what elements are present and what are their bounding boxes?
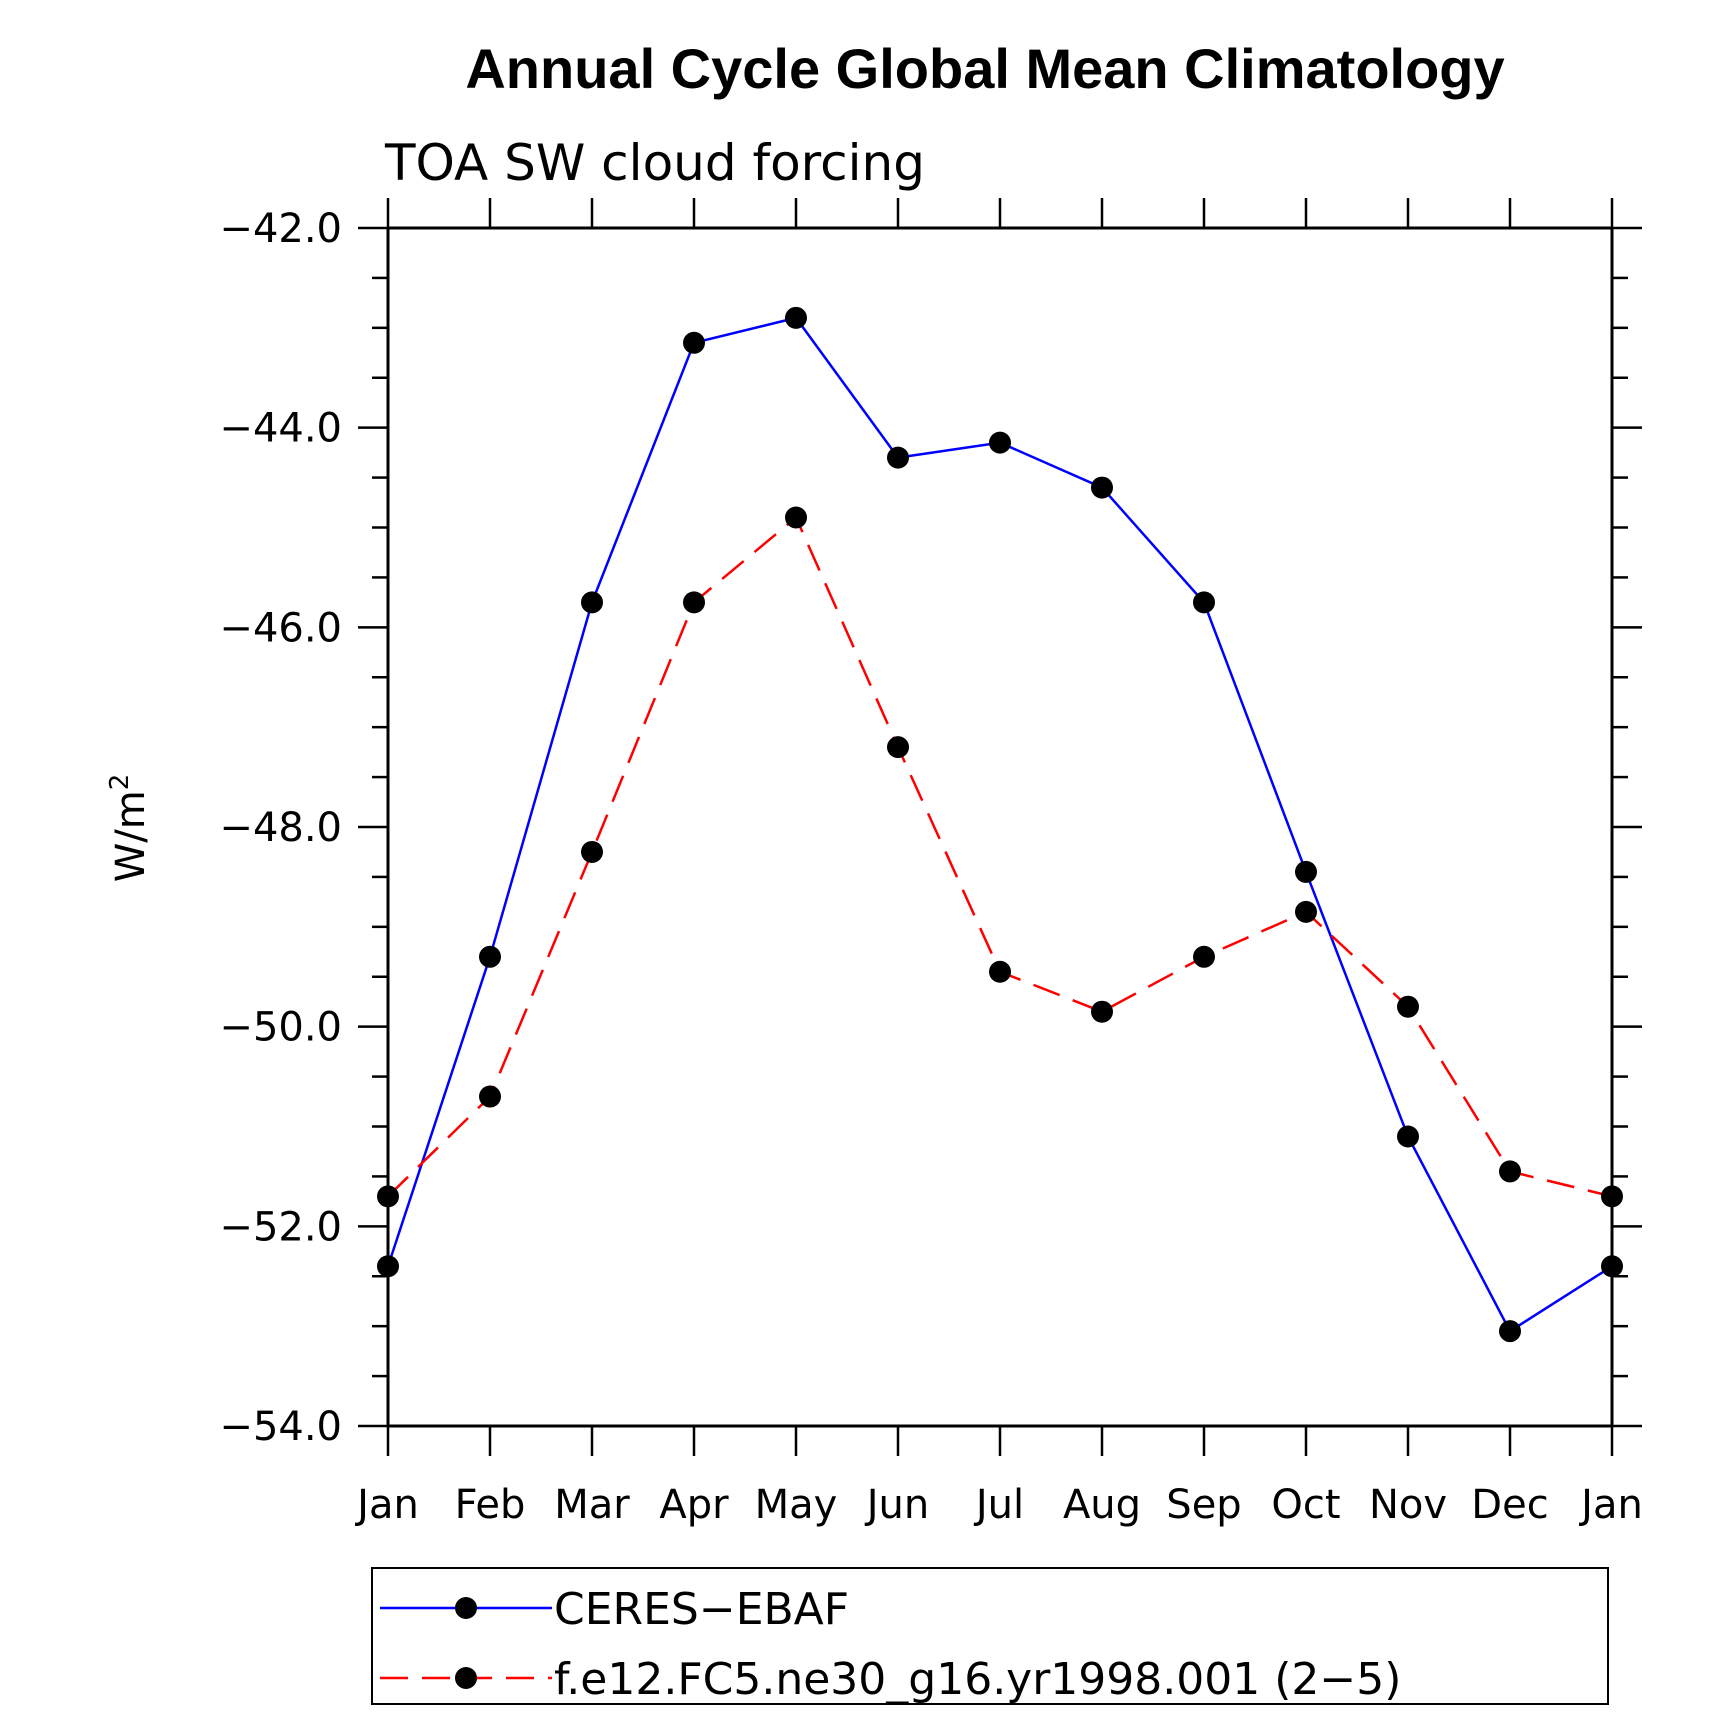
- chart-subtitle: TOA SW cloud forcing: [384, 134, 925, 192]
- x-tick-label: Jun: [864, 1482, 930, 1528]
- series-line-1: [386, 316, 1613, 1333]
- x-tick-label: Sep: [1166, 1482, 1241, 1528]
- series-2-point: [479, 1085, 501, 1108]
- y-axis-label-text: W/m: [108, 790, 154, 882]
- series-2-point: [683, 591, 705, 614]
- series-1-point: [887, 446, 909, 469]
- series-2-point: [1397, 995, 1419, 1018]
- series-2-point: [1091, 1000, 1113, 1023]
- chart-title: Annual Cycle Global Mean Climatology: [465, 37, 1504, 100]
- x-tick-label: Nov: [1369, 1482, 1447, 1528]
- x-tick-label: Jan: [354, 1482, 419, 1528]
- y-tick-label: −50.0: [219, 1005, 342, 1051]
- y-tick-label: −44.0: [219, 406, 342, 452]
- series-group: [377, 306, 1623, 1343]
- y-tick-labels: −42.0 −44.0 −46.0 −48.0 −50.0 −52.0 −54.0: [219, 206, 342, 1450]
- x-tick-label: Dec: [1471, 1482, 1548, 1528]
- y-tick-label: −48.0: [219, 805, 342, 851]
- x-tick-label: Aug: [1063, 1482, 1141, 1528]
- x-tick-label: May: [755, 1482, 838, 1528]
- legend-label-1: CERES−EBAF: [554, 1584, 849, 1635]
- plot-axes: [358, 198, 1642, 1456]
- legend-marker-2: [455, 1667, 477, 1689]
- series-2-point: [887, 736, 909, 759]
- x-tick-label: Jan: [1578, 1482, 1643, 1528]
- series-1-point: [1499, 1320, 1521, 1343]
- series-1-point: [1397, 1125, 1419, 1148]
- y-axis-label-superscript: 2: [105, 774, 135, 791]
- y-tick-label: −42.0: [219, 206, 342, 252]
- series-1-point: [479, 945, 501, 968]
- y-tick-label: −54.0: [219, 1404, 342, 1450]
- series-1-point: [581, 591, 603, 614]
- x-tick-labels: Jan Feb Mar Apr May Jun Jul Aug Sep Oct Nov Dec Jan: [354, 1482, 1643, 1528]
- series-2-point: [377, 1185, 399, 1208]
- x-tick-label: Feb: [455, 1482, 526, 1528]
- x-tick-label: Apr: [659, 1482, 729, 1528]
- x-tick-label: Jul: [973, 1482, 1024, 1528]
- x-tick-label: Oct: [1271, 1482, 1340, 1528]
- series-line-2: [387, 515, 1613, 1198]
- legend: CERES−EBAF f.e12.FC5.ne30_g16.yr1998.001 …: [371, 1567, 1609, 1705]
- y-axis-label: W/m2: [105, 774, 154, 883]
- series-1-point: [683, 331, 705, 354]
- series-1-point: [989, 431, 1011, 454]
- series-2-point: [989, 960, 1011, 983]
- series-1-point: [1601, 1255, 1623, 1278]
- legend-box: [371, 1567, 1609, 1705]
- series-1-point: [785, 306, 807, 329]
- series-2-point: [1601, 1185, 1623, 1208]
- series-2-point: [785, 506, 807, 529]
- series-2-point: [1499, 1160, 1521, 1183]
- series-1-point: [1193, 591, 1215, 614]
- y-tick-label: −46.0: [219, 605, 342, 651]
- y-tick-label: −52.0: [219, 1204, 342, 1250]
- series-1-point: [1091, 476, 1113, 499]
- series-2-point: [1193, 945, 1215, 968]
- legend-marker-1: [455, 1597, 477, 1619]
- series-1-point: [1295, 860, 1317, 883]
- series-1-point: [377, 1255, 399, 1278]
- series-2-point: [581, 840, 603, 863]
- x-tick-label: Mar: [554, 1482, 630, 1528]
- legend-label-2: f.e12.FC5.ne30_g16.yr1998.001 (2−5): [554, 1654, 1401, 1705]
- series-2-point: [1295, 900, 1317, 923]
